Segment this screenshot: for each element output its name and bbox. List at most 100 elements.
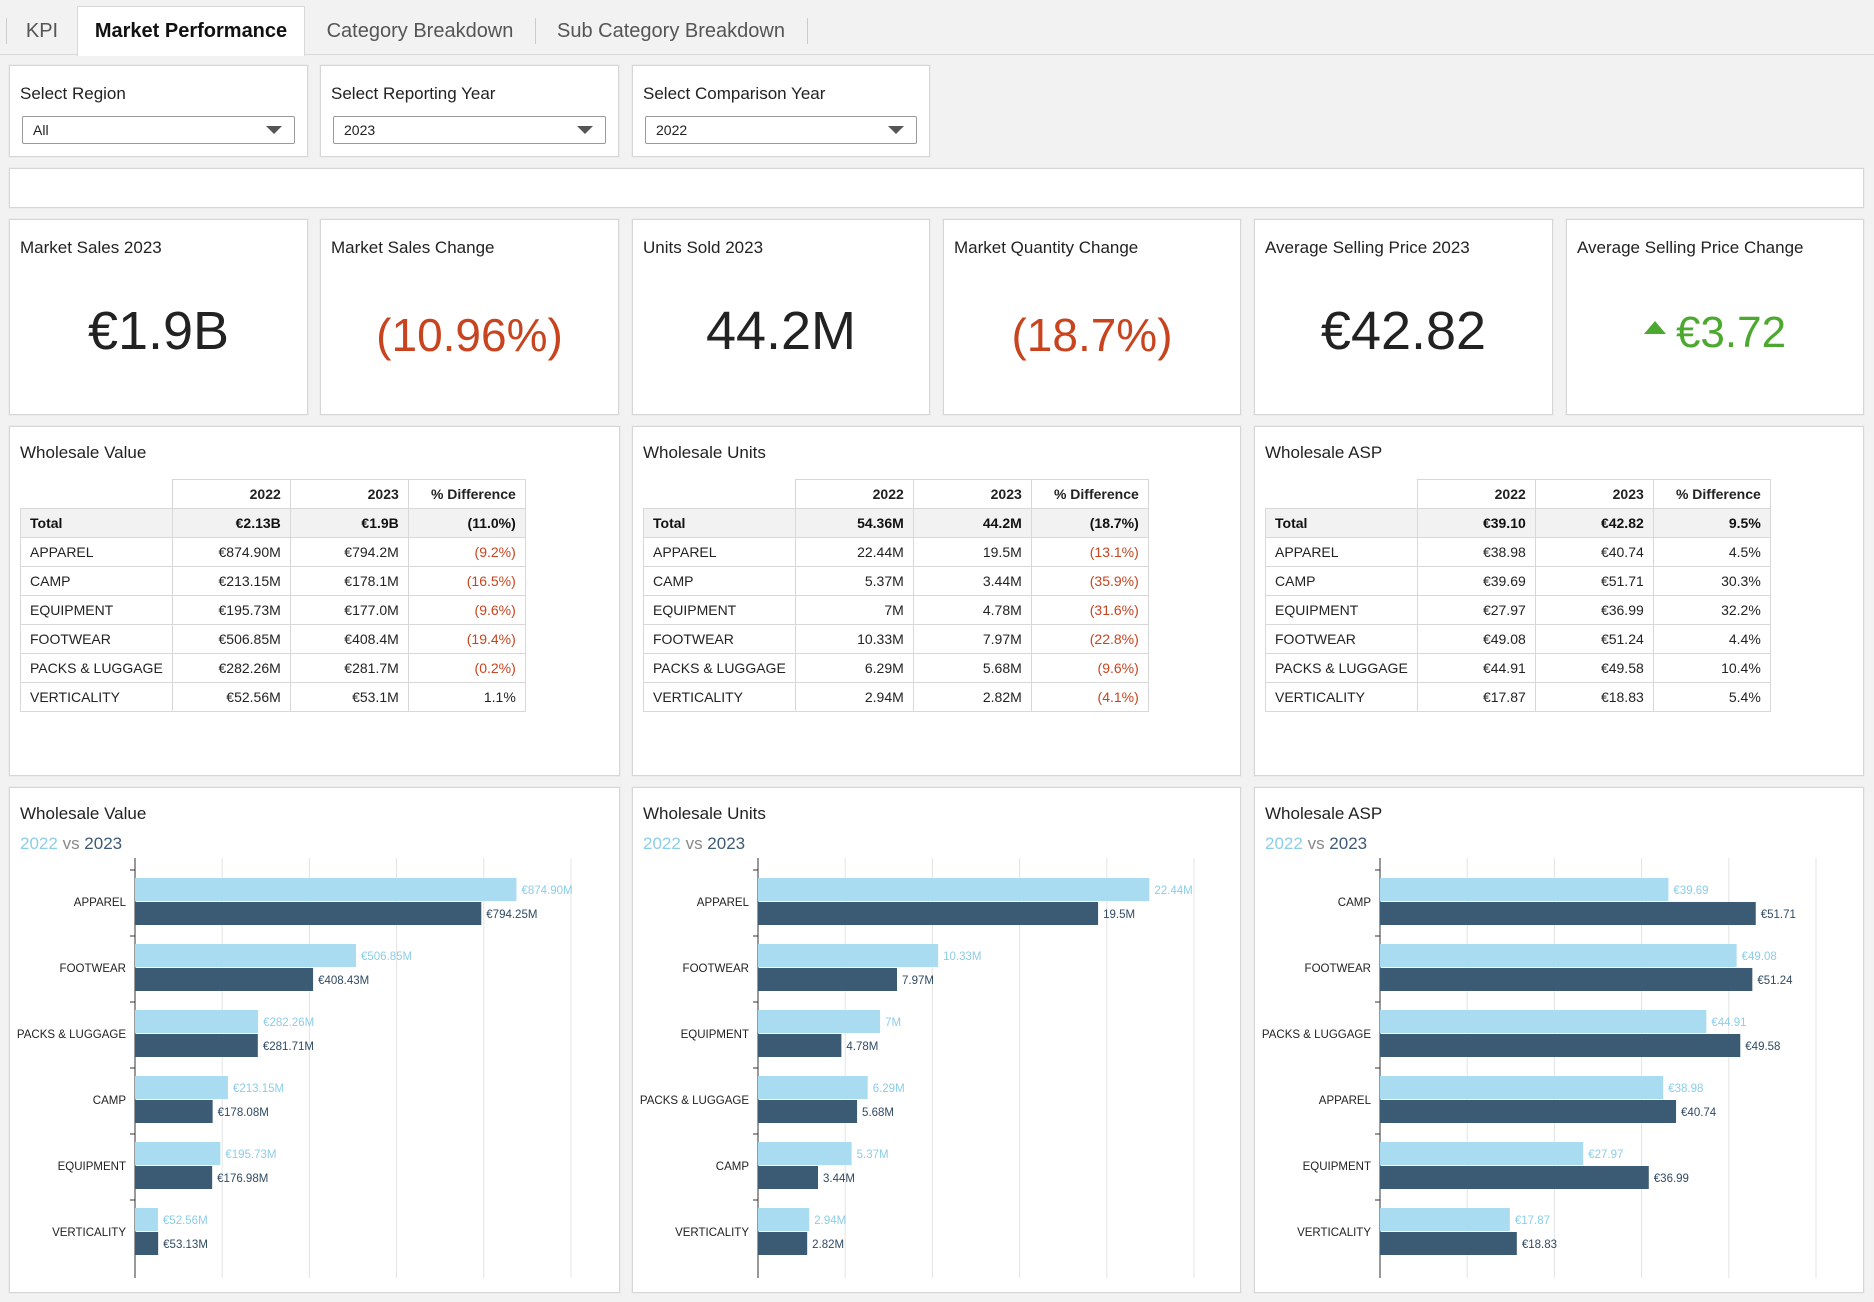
chart-subtitle: 2022 vs 2023 [20,834,122,854]
cell-difference: (16.5%) [407,566,526,596]
bar-2023[interactable] [135,1232,159,1255]
table-header-row: 2022 2023% Difference [1265,479,1771,509]
kpi-title: Units Sold 2023 [643,238,764,257]
kpi-value: €3.72 [1675,308,1787,357]
wholesale-units-chart-card: Wholesale Units 2022 vs 2023 APPAREL 22.44M… [632,787,1241,1293]
bar-2023[interactable] [135,1166,213,1189]
tab-kpi[interactable]: KPI [25,19,59,42]
table-title: Wholesale Units [643,443,766,462]
bar-2023[interactable] [758,1166,818,1189]
data-label-2022: €874.90M [521,885,572,897]
kpi-value: (10.96%) [376,309,563,361]
row-label: CAMP [643,566,796,596]
table-row: APPAREL €874.90M €794.2M (9.2%) [20,537,526,567]
bar-2023[interactable] [758,968,897,991]
reporting-year-select[interactable]: 2023 [333,116,606,144]
table-row: FOOTWEAR 10.33M 7.97M (22.8%) [643,624,1149,654]
header-blank [20,479,173,509]
bar-2022[interactable] [758,878,1150,901]
cell-difference: (19.4%) [407,624,526,654]
bar-2023[interactable] [1380,968,1753,991]
legend-2023: 2023 [84,834,123,853]
chart-title: Wholesale Units [643,804,766,823]
bar-2022[interactable] [1380,1208,1510,1231]
cell-2022: €49.08 [1416,624,1536,654]
bar-2023[interactable] [1380,1034,1741,1057]
tab-sub-category-breakdown[interactable]: Sub Category Breakdown [557,19,785,42]
comparison-year-select[interactable]: 2022 [645,116,917,144]
row-label: EQUIPMENT [20,595,173,625]
tab-separator [6,18,7,44]
cell-2023: 7.97M [912,624,1032,654]
table-row: EQUIPMENT 7M 4.78M (31.6%) [643,595,1149,625]
row-label: CAMP [20,566,173,596]
bar-2023[interactable] [758,902,1099,925]
bar-2023[interactable] [135,1034,258,1057]
bar-2022[interactable] [758,1076,868,1099]
data-label-2023: 5.68M [862,1107,894,1119]
comparison-year-select-value: 2022 [656,122,688,138]
bar-2023[interactable] [135,968,314,991]
tab-separator [807,18,808,44]
bar-2023[interactable] [758,1034,842,1057]
bar-2022[interactable] [135,1076,228,1099]
category-label: PACKS & LUGGAGE [17,1029,126,1041]
row-label: PACKS & LUGGAGE [1265,653,1418,683]
bar-2022[interactable] [135,944,356,967]
bar-2022[interactable] [1380,1142,1584,1165]
data-label-2022: €49.08 [1742,951,1777,963]
bar-2023[interactable] [135,1100,213,1123]
bar-2023[interactable] [758,1100,858,1123]
cell-2022: €52.56M [171,682,291,712]
column-header: 2022 [171,479,291,509]
bar-2022[interactable] [1380,1010,1707,1033]
cell-2022: €2.13B [171,508,291,538]
row-label: Total [643,508,796,538]
bar-chart: APPAREL 22.44M 19.5M FOOTWEAR 10.33M 7.97M EQU… [640,858,1195,1278]
data-label-2022: €39.69 [1673,885,1708,897]
bar-2023[interactable] [1380,1232,1517,1255]
bar-2022[interactable] [758,1142,852,1165]
kpi-card-average-selling-price: Average Selling Price 2023 €42.82 [1254,219,1553,415]
row-label: PACKS & LUGGAGE [643,653,796,683]
region-select[interactable]: All [22,116,295,144]
bar-2023[interactable] [1380,1100,1677,1123]
comparison-year-filter-card: Select Comparison Year 2022 [632,65,930,157]
cell-2023: €281.7M [289,653,409,683]
cell-2022: 7M [794,595,914,625]
data-label-2023: €281.71M [263,1041,314,1053]
tab-market-performance[interactable]: Market Performance [77,6,305,56]
cell-2023: €51.71 [1534,566,1654,596]
column-header: 2023 [912,479,1032,509]
data-label-2023: 4.78M [846,1041,878,1053]
bar-2022[interactable] [758,1010,881,1033]
bar-2022[interactable] [135,1010,259,1033]
cell-difference: 9.5% [1652,508,1771,538]
table-row: EQUIPMENT €195.73M €177.0M (9.6%) [20,595,526,625]
bar-2022[interactable] [1380,944,1737,967]
data-label-2023: €51.24 [1757,975,1793,987]
data-label-2022: €17.87 [1515,1215,1550,1227]
bar-2022[interactable] [758,944,939,967]
bar-2022[interactable] [758,1208,810,1231]
data-label-2022: €27.97 [1588,1149,1623,1161]
bar-2022[interactable] [135,1208,158,1231]
data-label-2023: 2.82M [812,1239,844,1251]
cell-difference: (4.1%) [1030,682,1149,712]
bar-2023[interactable] [1380,902,1756,925]
legend-vs: vs [1307,834,1325,853]
kpi-value: (18.7%) [1011,309,1173,361]
cell-2023: 5.68M [912,653,1032,683]
bar-2022[interactable] [135,1142,221,1165]
bar-2022[interactable] [1380,878,1669,901]
row-label: CAMP [1265,566,1418,596]
cell-2023: €1.9B [289,508,409,538]
bar-2022[interactable] [1380,1076,1664,1099]
region-filter-card: Select Region All [9,65,308,157]
bar-2022[interactable] [135,878,517,901]
tab-category-breakdown[interactable]: Category Breakdown [326,19,514,42]
bar-2023[interactable] [1380,1166,1649,1189]
cell-2022: 54.36M [794,508,914,538]
bar-2023[interactable] [135,902,482,925]
bar-2023[interactable] [758,1232,808,1255]
